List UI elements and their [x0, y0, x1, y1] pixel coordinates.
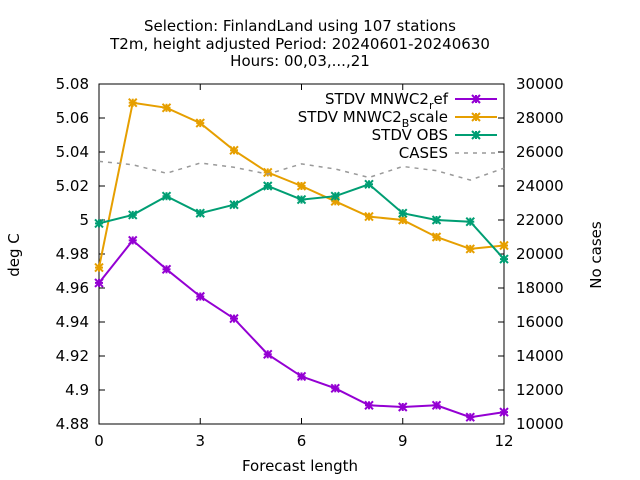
ticks: 0 3 6 9 12 4.88 4.9 4.92 4.94 4.96 4.98 5 5.02 5.04 5.… — [56, 75, 564, 450]
legend-entry-2: STDV OBS — [372, 126, 497, 144]
x-tick-label: 9 — [398, 432, 408, 450]
legend-entry-3: CASES — [399, 144, 497, 162]
legend-label: STDV OBS — [372, 126, 448, 144]
data-point — [195, 208, 205, 218]
data-point — [465, 244, 475, 254]
data-point — [229, 145, 239, 156]
x-tick-label: 6 — [297, 432, 307, 450]
legend-label: STDV MNWC2ref — [325, 90, 449, 112]
data-point — [431, 232, 442, 242]
legend-label: STDV MNWC2Bscale — [298, 108, 448, 130]
legend-marker — [471, 130, 481, 140]
data-point — [398, 208, 408, 218]
series-line — [98, 183, 505, 260]
data-point — [499, 240, 509, 251]
y-axis-label: deg C — [5, 233, 23, 277]
data-point — [465, 412, 475, 422]
title-line-2: T2m, height adjusted Period: 20240601-20… — [109, 35, 490, 53]
legend-entry-0: STDV MNWC2ref — [325, 90, 497, 112]
data-point — [229, 313, 239, 324]
y2-tick-label: 24000 — [516, 177, 564, 195]
data-point — [398, 215, 408, 225]
data-point — [128, 210, 138, 220]
title-line-3: Hours: 00,03,...,21 — [230, 52, 370, 70]
y2-tick-label: 26000 — [516, 143, 564, 161]
y2-tick-label: 30000 — [516, 75, 564, 93]
data-point — [229, 199, 239, 210]
data-point — [128, 235, 138, 246]
data-point — [296, 371, 307, 382]
data-point — [431, 400, 442, 411]
y-tick-label: 4.94 — [56, 313, 89, 331]
y-tick-label: 5.06 — [56, 109, 89, 127]
x-tick-label: 0 — [94, 432, 104, 450]
y-tick-label: 4.98 — [56, 245, 89, 263]
x-axis-label: Forecast length — [242, 457, 358, 475]
data-point — [330, 383, 340, 394]
y-tick-label: 5.04 — [56, 143, 89, 161]
y-tick-label: 5 — [79, 211, 89, 229]
series-2 — [94, 179, 509, 264]
data-point — [263, 181, 273, 191]
y2-tick-label: 18000 — [516, 279, 564, 297]
x-tick-label: 3 — [195, 432, 205, 450]
data-point — [499, 254, 509, 264]
data-point — [364, 179, 374, 190]
y2-tick-label: 28000 — [516, 109, 564, 127]
series-layer — [94, 97, 509, 422]
series-3 — [98, 160, 505, 181]
title-line-1: Selection: FinlandLand using 107 station… — [144, 17, 456, 35]
data-point — [94, 262, 104, 273]
series-0 — [94, 235, 509, 422]
data-point — [364, 400, 374, 411]
data-point — [94, 278, 104, 288]
y-tick-label: 4.88 — [56, 415, 89, 433]
y-tick-label: 5.02 — [56, 177, 89, 195]
data-point — [398, 402, 408, 412]
data-point — [195, 118, 205, 128]
y2-tick-label: 10000 — [516, 415, 564, 433]
chart-title: Selection: FinlandLand using 107 station… — [109, 17, 490, 70]
data-point — [296, 181, 307, 191]
data-point — [161, 191, 172, 201]
legend-marker — [471, 94, 481, 104]
y-tick-label: 5.08 — [56, 75, 89, 93]
y2-axis-label: No cases — [587, 221, 605, 289]
data-point — [128, 97, 138, 108]
data-point — [161, 264, 172, 275]
data-point — [296, 194, 307, 205]
data-point — [465, 216, 475, 227]
y2-tick-label: 22000 — [516, 211, 564, 229]
data-point — [94, 218, 104, 229]
y-tick-label: 4.9 — [65, 381, 89, 399]
y2-tick-label: 12000 — [516, 381, 564, 399]
data-point — [431, 215, 442, 225]
legend-entry-1: STDV MNWC2Bscale — [298, 108, 497, 130]
data-point — [263, 349, 273, 360]
y2-tick-label: 14000 — [516, 347, 564, 365]
x-tick-label: 12 — [494, 432, 513, 450]
y-tick-label: 4.92 — [56, 347, 89, 365]
y-tick-label: 4.96 — [56, 279, 89, 297]
y2-tick-label: 16000 — [516, 313, 564, 331]
series-line — [98, 160, 505, 181]
data-point — [499, 407, 509, 417]
data-point — [263, 167, 273, 178]
data-point — [330, 191, 340, 201]
y2-tick-label: 20000 — [516, 245, 564, 263]
series-line — [98, 238, 505, 419]
data-point — [161, 103, 172, 113]
data-point — [195, 291, 205, 302]
data-point — [364, 211, 374, 222]
legend-label: CASES — [399, 144, 448, 162]
legend-marker — [471, 112, 481, 122]
